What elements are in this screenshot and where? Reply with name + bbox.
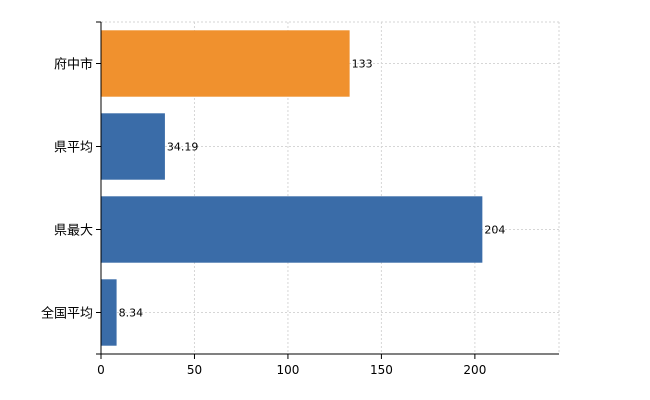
data-label-4: 8.34 [119,307,144,320]
category-label-4: 全国平均 [41,306,93,322]
category-label-1: 府中市 [54,57,93,73]
bar-3 [101,196,483,263]
x-tick-label: 0 [97,363,105,377]
category-label-2: 県平均 [54,141,93,156]
category-label-3: 県最大 [54,224,93,239]
x-tick-label: 150 [370,363,393,377]
data-label-2: 34.19 [167,141,199,154]
axis-layer [96,21,559,359]
bar-4 [101,279,117,346]
x-tick-label: 100 [276,363,299,377]
bar-2 [101,113,165,180]
x-tick-label: 50 [187,363,202,377]
x-tick-label: 200 [463,363,486,377]
bar-layer [101,30,483,346]
data-label-1: 133 [352,58,373,71]
data-label-3: 204 [484,224,505,237]
label-layer: 133 府中市 34.19 県平均 204 県最大 8.34 全国平均 0 50 100 150 200 [41,57,505,378]
bar-1 [101,30,350,97]
